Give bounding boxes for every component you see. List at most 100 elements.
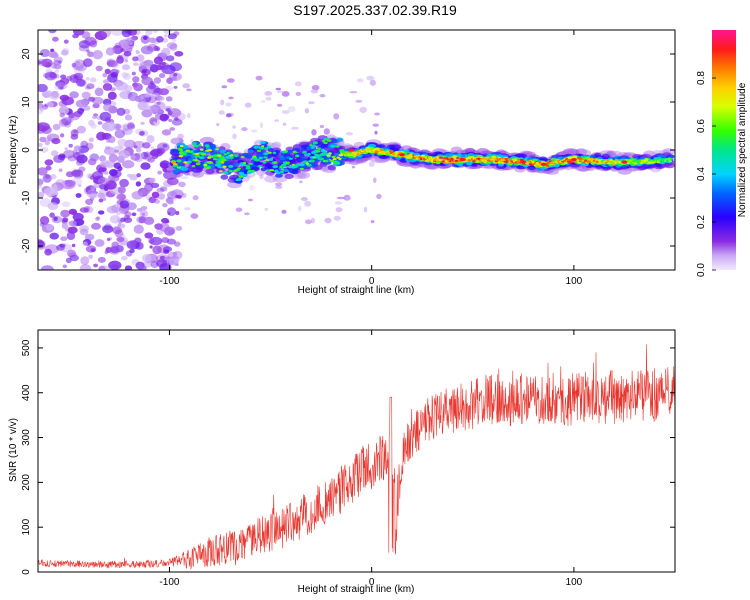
noise-speck <box>42 104 49 110</box>
noise-speck <box>73 72 84 80</box>
noise-speck <box>109 68 119 77</box>
noise-speck <box>138 265 147 270</box>
noise-speck <box>171 118 183 126</box>
ridge-cell <box>214 163 220 167</box>
ridge-cell <box>204 144 210 148</box>
noise-speck <box>90 186 96 191</box>
noise-speck <box>124 58 129 63</box>
noise-speck <box>335 207 343 213</box>
noise-speck <box>174 51 184 57</box>
noise-speck <box>44 248 52 256</box>
ridge-cell <box>195 162 201 166</box>
noise-speck <box>299 180 303 184</box>
noise-speck <box>50 48 55 52</box>
ridge-cell <box>264 152 269 155</box>
ridge-cell <box>438 156 444 159</box>
noise-speck <box>135 96 143 102</box>
noise-speck <box>99 183 107 190</box>
noise-speck <box>108 153 118 163</box>
noise-speck <box>104 68 111 75</box>
noise-speck <box>148 37 157 43</box>
noise-speck <box>54 84 61 91</box>
spectrogram-x-label: Height of straight line (km) <box>298 285 415 296</box>
ridge-cell <box>308 160 312 163</box>
noise-speck <box>135 181 142 187</box>
noise-speck <box>107 135 116 144</box>
noise-speck <box>351 165 355 169</box>
noise-speck <box>310 89 319 94</box>
noise-speck <box>65 257 72 264</box>
noise-speck <box>172 250 183 260</box>
y-tick-label: -10 <box>21 190 32 205</box>
noise-speck <box>372 123 379 127</box>
noise-speck <box>39 49 51 57</box>
noise-speck <box>99 159 111 168</box>
ridge-hotspot <box>399 153 405 157</box>
noise-speck <box>79 264 92 270</box>
ridge-cell <box>320 149 327 153</box>
noise-speck <box>98 265 111 270</box>
noise-speck <box>93 263 98 268</box>
ridge-cell <box>273 161 278 164</box>
noise-speck <box>162 144 168 148</box>
noise-speck <box>126 240 140 250</box>
noise-speck <box>228 96 234 100</box>
noise-speck <box>130 153 141 161</box>
noise-speck <box>47 50 58 58</box>
noise-speck <box>106 205 119 214</box>
noise-speck <box>156 259 168 268</box>
noise-speck <box>186 113 191 119</box>
noise-speck <box>136 173 141 178</box>
ridge-cell <box>256 149 262 152</box>
noise-speck <box>144 92 152 98</box>
ridge-cell <box>336 137 344 142</box>
noise-speck <box>62 264 67 269</box>
noise-speck <box>59 112 65 118</box>
noise-speck <box>58 168 63 172</box>
ridge-cell <box>293 151 298 154</box>
ridge-cell <box>188 150 194 153</box>
ridge-cell <box>199 148 204 151</box>
noise-speck <box>115 227 121 232</box>
ridge-cell <box>367 143 377 149</box>
ridge-cell <box>351 152 356 155</box>
noise-speck <box>291 126 299 130</box>
noise-speck <box>98 265 106 270</box>
noise-speck <box>282 122 287 126</box>
noise-speck <box>91 222 101 230</box>
noise-speck <box>117 138 128 147</box>
ridge-cell <box>409 153 413 156</box>
ridge-cell <box>235 178 239 182</box>
ridge-cell <box>280 163 287 167</box>
noise-speck <box>218 110 225 115</box>
noise-speck <box>139 130 145 136</box>
y-tick-label: 0 <box>21 569 32 575</box>
noise-speck <box>143 216 155 225</box>
ridge-cell <box>229 154 234 157</box>
noise-speck <box>82 241 88 247</box>
noise-speck <box>68 220 77 227</box>
ridge-cell <box>222 171 229 174</box>
noise-speck <box>38 60 42 65</box>
noise-speck <box>133 83 143 92</box>
noise-speck <box>64 121 72 128</box>
noise-speck <box>51 150 59 157</box>
ridge-cell <box>241 173 248 177</box>
noise-speck <box>52 36 59 42</box>
noise-speck <box>376 193 382 200</box>
noise-speck <box>64 147 68 151</box>
noise-speck <box>76 154 88 164</box>
noise-speck <box>68 208 78 215</box>
ridge-cell <box>272 151 277 154</box>
ridge-cell <box>291 163 296 167</box>
snr-panel: -100 0 100 0 100 200 300 400 500 Height of stra… <box>8 329 676 595</box>
ridge-cell <box>218 170 223 173</box>
noise-speck <box>118 150 131 159</box>
ridge-cell <box>252 155 257 158</box>
ridge-hotspot <box>520 160 527 164</box>
noise-speck <box>67 155 77 162</box>
ridge-cell <box>217 154 221 157</box>
noise-speck <box>220 99 225 106</box>
